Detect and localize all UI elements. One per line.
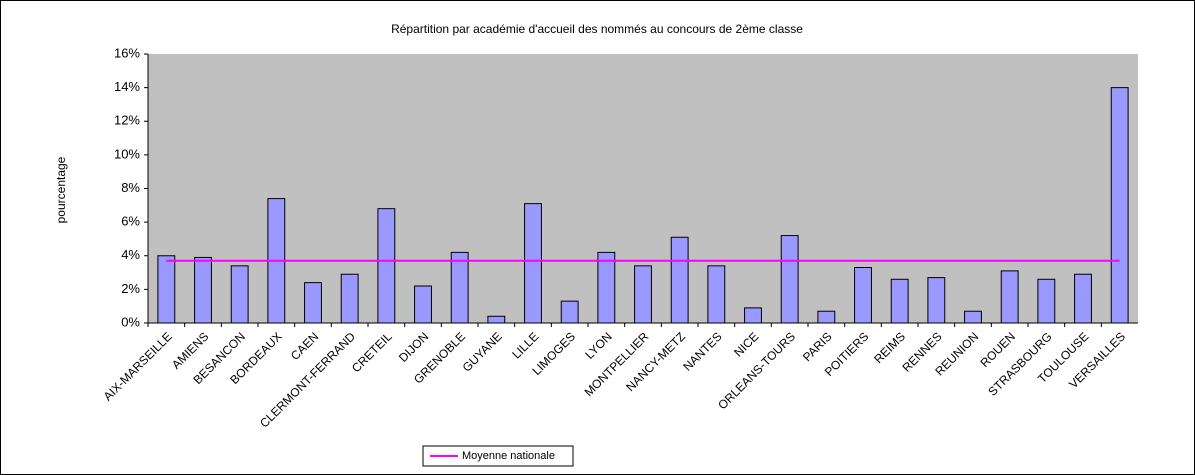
y-tick-label: 12% (114, 113, 140, 128)
legend-label: Moyenne nationale (462, 450, 555, 462)
y-tick-label: 2% (121, 281, 140, 296)
bar (927, 277, 946, 324)
y-axis-label: pourcentage (54, 156, 68, 223)
bar (964, 310, 982, 324)
legend-box (422, 445, 574, 467)
bar (377, 208, 396, 324)
bar (194, 256, 212, 324)
y-tick-label: 8% (121, 180, 140, 195)
bar (450, 251, 469, 324)
bar (340, 273, 359, 324)
y-tick-label: 16% (114, 45, 140, 60)
y-tick-label: 6% (121, 214, 140, 229)
bar (1037, 278, 1056, 324)
bar (1110, 87, 1129, 324)
bar (597, 251, 616, 324)
y-tick-label: 0% (121, 314, 140, 329)
bar (854, 267, 872, 324)
y-tick-label: 4% (121, 247, 140, 262)
bar (707, 265, 726, 324)
y-tick-label: 10% (114, 146, 140, 161)
bar (560, 300, 579, 324)
bar (744, 307, 762, 324)
bar (524, 203, 542, 324)
y-tick-label: 14% (114, 79, 140, 94)
bar (634, 265, 652, 324)
bar (230, 265, 249, 324)
bar (780, 235, 799, 324)
bar (487, 315, 506, 324)
bar (890, 278, 909, 324)
bar (670, 236, 689, 324)
bar (1074, 273, 1092, 324)
bar (304, 282, 322, 324)
bar (414, 285, 432, 324)
bar (1000, 270, 1019, 324)
chart-title: Répartition par académie d'accueil des n… (391, 22, 803, 36)
bar (157, 255, 176, 324)
bar (817, 310, 836, 324)
